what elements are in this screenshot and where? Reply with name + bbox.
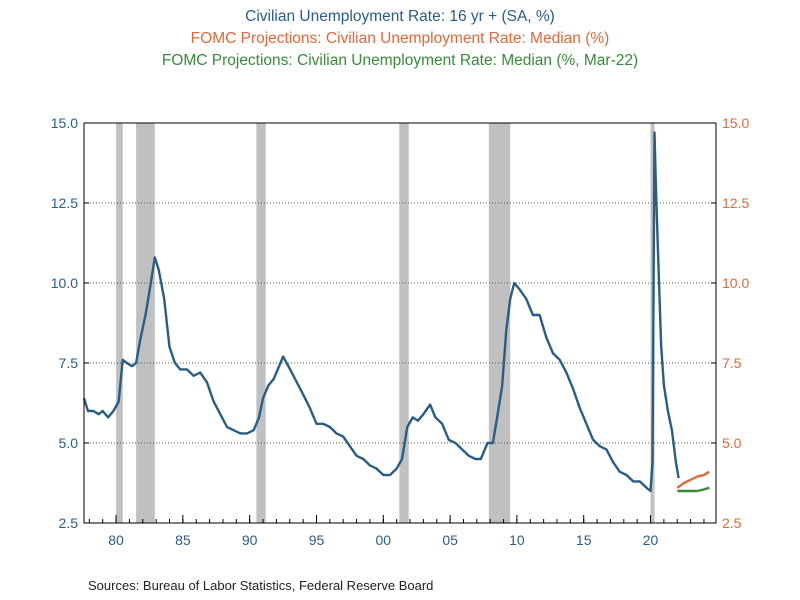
y-tick-label-left-4: 12.5 [51, 195, 78, 211]
recession-bar-2 [256, 123, 266, 523]
x-tick-label-8: 20 [643, 532, 659, 548]
y-tick-label-right-3: 10.0 [722, 275, 749, 291]
chart-title-1: Civilian Unemployment Rate: 16 yr + (SA,… [245, 8, 555, 25]
x-tick-label-0: 80 [108, 532, 124, 548]
y-tick-label-right-2: 7.5 [722, 355, 742, 371]
sources-note: Sources: Bureau of Labor Statistics, Fed… [88, 578, 434, 593]
axes: 2.5 2.5 5.0 5.0 7.5 7.5 10.0 10.0 12.5 12.5 15.0 15… [51, 115, 750, 548]
y-tick-label-right-1: 5.0 [722, 435, 742, 451]
y-tick-label-left-2: 7.5 [59, 355, 79, 371]
chart-title-3: FOMC Projections: Civilian Unemployment … [161, 52, 639, 69]
x-tick-label-1: 85 [175, 532, 191, 548]
y-tick-label-left-5: 15.0 [51, 115, 78, 131]
series-lines [82, 131, 710, 493]
y-tick-label-left-0: 2.5 [59, 515, 79, 531]
recession-bar-1 [136, 123, 155, 523]
x-tick-label-2: 90 [242, 532, 258, 548]
y-tick-label-left-1: 5.0 [59, 435, 79, 451]
recession-bar-3 [399, 123, 409, 523]
series-line-1 [676, 470, 710, 489]
gridlines [84, 202, 716, 444]
recession-shading [116, 123, 655, 523]
x-tick-label-6: 10 [509, 532, 525, 548]
x-tick-label-3: 95 [309, 532, 325, 548]
x-tick-label-5: 05 [442, 532, 458, 548]
y-tick-label-right-4: 12.5 [722, 195, 749, 211]
recession-bar-4 [488, 123, 511, 523]
y-tick-label-left-3: 10.0 [51, 275, 78, 291]
recession-bar-0 [116, 123, 123, 523]
y-tick-label-right-0: 2.5 [722, 515, 742, 531]
plot-frame [83, 122, 717, 524]
x-tick-label-4: 00 [376, 532, 392, 548]
y-tick-label-right-5: 15.0 [722, 115, 749, 131]
chart-title-2: FOMC Projections: Civilian Unemployment … [190, 30, 610, 47]
series-line-2 [677, 486, 710, 493]
series-line-0 [82, 131, 680, 493]
x-tick-label-7: 15 [576, 532, 592, 548]
